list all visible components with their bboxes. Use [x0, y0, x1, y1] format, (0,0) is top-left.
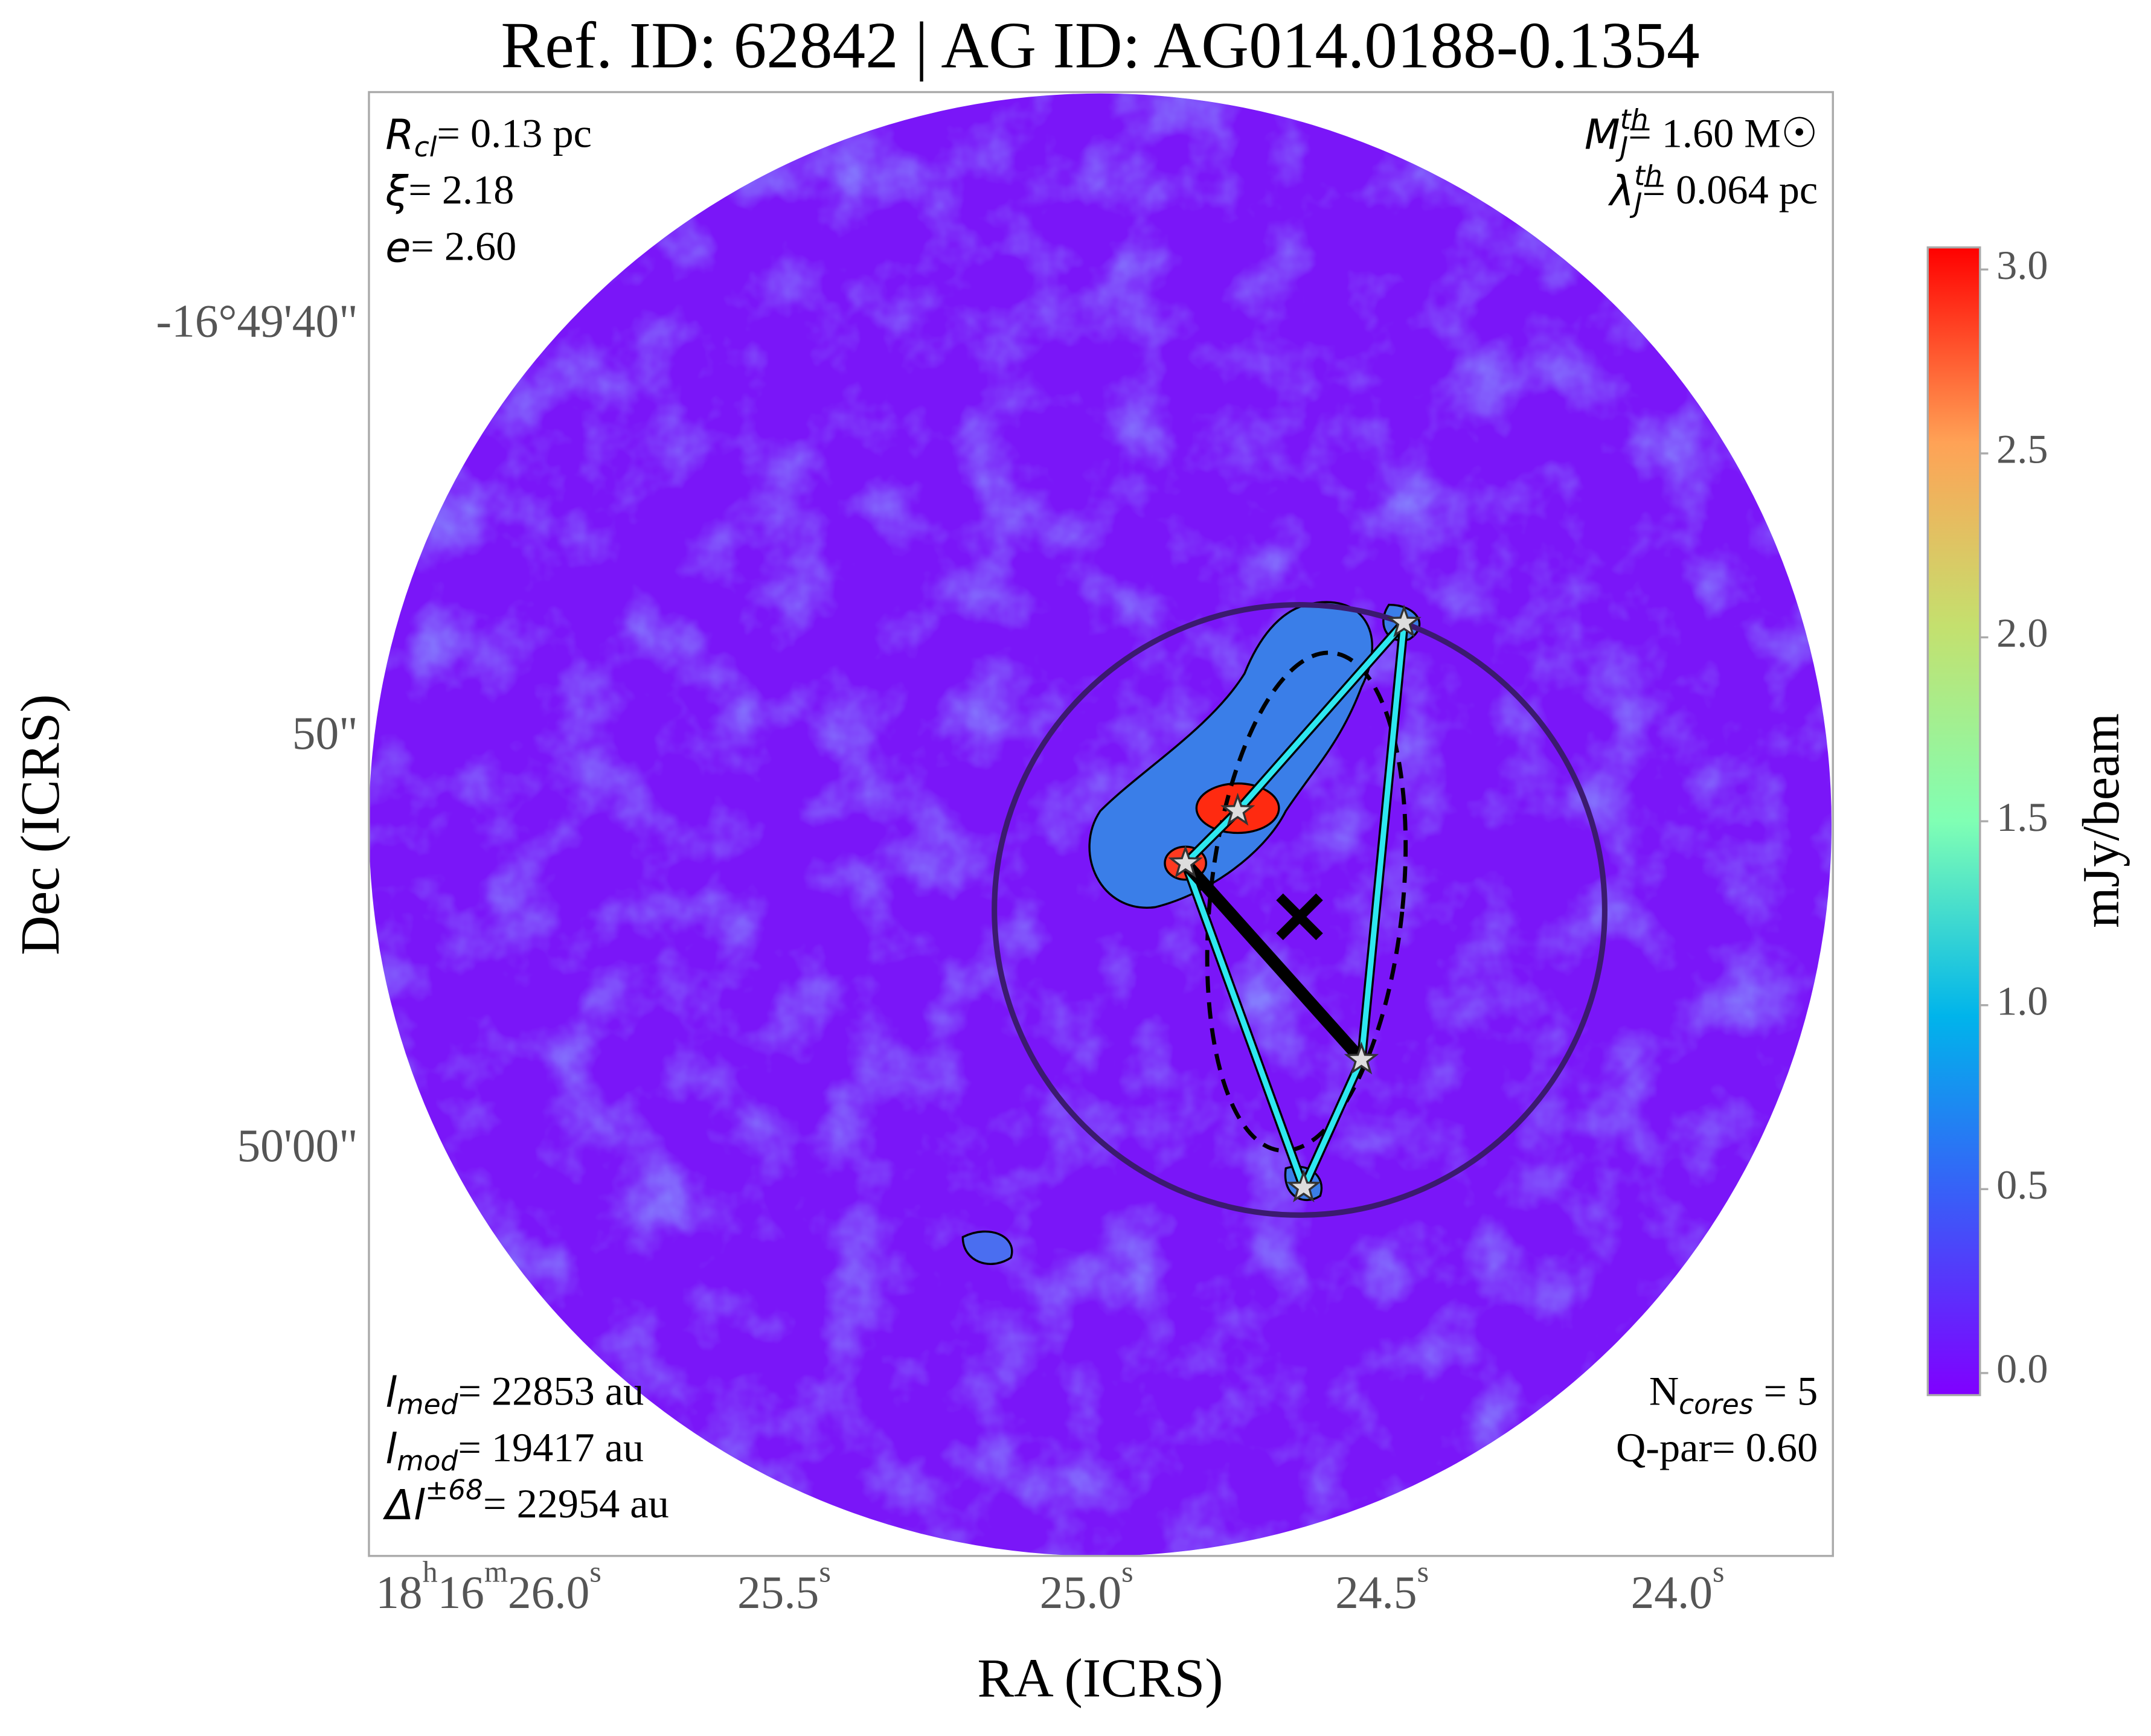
annotation-pre: N — [1649, 1368, 1679, 1414]
core-marker — [1168, 845, 1203, 878]
fit-ellipse — [1205, 650, 1408, 1153]
annotation-rest: = 0.13 pc — [437, 110, 592, 156]
y-axis-label: Dec (ICRS) — [10, 694, 71, 955]
mst-edge — [1182, 621, 1407, 1191]
longest-edge — [1181, 859, 1367, 1064]
annotation-sup: th — [1634, 159, 1662, 191]
annotation-sym: λ — [1608, 168, 1634, 216]
annotation-rest: = 22853 au — [458, 1368, 644, 1414]
annotation-sym: ξ — [385, 168, 409, 216]
x-tick-label: 24.5s — [1335, 1555, 1429, 1618]
annotation: Mth J= 1.60 M☉ — [1585, 103, 1818, 163]
annotation-rest: = 2.60 — [411, 223, 516, 269]
annotation: λth J= 0.064 pc — [1608, 159, 1818, 219]
clump-circle — [992, 602, 1608, 1218]
annotation-sup: ±68 — [425, 1473, 483, 1505]
annotation-sym: l — [385, 1425, 397, 1473]
colorbar-tick-label: 2.5 — [1996, 426, 2048, 472]
annotation-sub: med — [397, 1388, 458, 1420]
colorbar-tick-label: 1.5 — [1996, 794, 2048, 840]
annotation-sym: l — [385, 1369, 397, 1417]
colorbar-tick-label: 1.0 — [1996, 978, 2048, 1023]
colorbar — [1926, 246, 1981, 1397]
annotation-rest: = 5 — [1753, 1368, 1818, 1414]
annotation-rest: Q-par= 0.60 — [1616, 1424, 1818, 1470]
annotation-sym: R — [385, 111, 414, 159]
x-tick-label: 24.0s — [1631, 1555, 1725, 1618]
annotation: Q-par= 0.60 — [1616, 1424, 1818, 1470]
annotation-sub: mod — [397, 1445, 458, 1477]
core-marker — [1386, 604, 1422, 638]
annotation: ξ= 2.18 — [385, 167, 514, 216]
annotation: lmod= 19417 au — [385, 1424, 644, 1476]
colorbar-tick-label: 0.5 — [1996, 1162, 2048, 1208]
x-tick-label: 18h16m26.0s — [376, 1555, 601, 1618]
y-tick-label: 50'00" — [237, 1119, 357, 1171]
annotation-sup: th — [1620, 103, 1649, 135]
annotation-rest: = 19417 au — [458, 1424, 644, 1470]
annotation: e= 2.60 — [385, 223, 516, 272]
cores — [1168, 604, 1422, 1203]
x-tick-label: 25.5s — [737, 1555, 831, 1618]
colorbar-tick-label: 2.0 — [1996, 610, 2048, 656]
colorbar-tick-label: 0.0 — [1996, 1346, 2048, 1392]
annotation: Rcl= 0.13 pc — [385, 110, 592, 162]
annotation: Δl±68= 22954 au — [382, 1473, 668, 1529]
annotation-sym: Δl — [382, 1482, 425, 1529]
annotation-rest: = 1.60 M☉ — [1628, 110, 1818, 156]
annotation-sub: cores — [1679, 1388, 1753, 1420]
core-marker — [1344, 1041, 1379, 1075]
annotation-sub: cl — [414, 130, 437, 162]
annotation-rest: = 2.18 — [408, 167, 514, 213]
annotation-rest: = 0.064 pc — [1643, 167, 1818, 213]
core-marker — [1286, 1169, 1321, 1203]
y-tick-label: 50" — [292, 707, 358, 759]
map — [368, 93, 1832, 1556]
annotation-sym: e — [385, 224, 411, 272]
clump-center — [1276, 893, 1323, 941]
annotation: lmed= 22853 au — [385, 1368, 644, 1420]
colorbar-tick-label: 3.0 — [1996, 242, 2048, 288]
x-tick-label: 25.0s — [1040, 1555, 1133, 1618]
annotation-sym: M — [1585, 111, 1620, 159]
chart-title: Ref. ID: 62842 | AG ID: AG014.0188-0.135… — [501, 9, 1699, 82]
annotation: Ncores = 5 — [1649, 1368, 1818, 1420]
axes-frame — [368, 91, 1834, 1557]
core-marker — [1220, 792, 1255, 826]
colorbar-label: mJy/beam — [2072, 713, 2130, 928]
y-tick-label: -16°49'40" — [156, 295, 357, 347]
x-axis-label: RA (ICRS) — [977, 1647, 1223, 1708]
annotation-rest: = 22954 au — [483, 1481, 669, 1526]
